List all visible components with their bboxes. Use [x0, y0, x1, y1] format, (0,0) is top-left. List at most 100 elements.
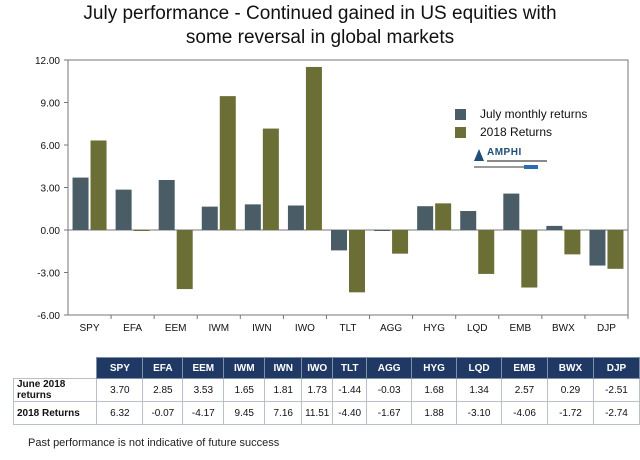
bar-july — [374, 230, 391, 231]
bar-july — [589, 230, 606, 266]
legend-swatch-ytd — [455, 126, 466, 138]
logo-subline — [474, 166, 524, 168]
x-tick-label: EMB — [509, 323, 531, 334]
table-cell: -2.51 — [592, 378, 640, 402]
bar-ytd — [392, 230, 409, 254]
bar-ytd — [435, 203, 452, 230]
legend-item-ytd: 2018 Returns — [455, 123, 587, 141]
table-cell: 2.85 — [142, 378, 184, 402]
table-cell: -2.74 — [592, 401, 640, 425]
row-label-line-1: 2018 Returns — [17, 407, 80, 419]
disclaimer-footnote: Past performance is not indicative of fu… — [28, 437, 280, 449]
table-header-cell: LQD — [456, 357, 503, 379]
chart-legend: July monthly returns 2018 Returns — [455, 105, 587, 141]
row-label-line-1: June 2018 — [17, 379, 66, 390]
title-line-1: July performance - Continued gained in U… — [83, 3, 557, 24]
table-cell: 1.88 — [411, 401, 458, 425]
bar-july — [503, 193, 520, 230]
bar-ytd — [219, 96, 236, 230]
x-tick-label: AGG — [380, 323, 402, 334]
table-header-cell: BWX — [547, 357, 594, 379]
table-cell: 1.34 — [456, 378, 503, 402]
bar-july — [331, 230, 347, 251]
bar-ytd — [564, 230, 581, 255]
bar-july — [417, 206, 434, 230]
table-header-cell: IWO — [301, 357, 334, 379]
table-header-cell: AGG — [366, 357, 413, 379]
bar-july — [244, 204, 261, 230]
y-tick-label: -3.00 — [37, 269, 60, 280]
x-tick-label: IWO — [295, 323, 315, 334]
row-label-line-2: returns — [17, 390, 52, 401]
x-tick-label: LQD — [467, 323, 488, 334]
table-cell: -1.67 — [366, 401, 413, 425]
table-header-cell: EEM — [182, 357, 225, 379]
table-cell: 11.51 — [301, 401, 334, 425]
table-cell: -3.10 — [456, 401, 503, 425]
table-cell: 1.81 — [264, 378, 303, 402]
table-header-cell: HYG — [411, 357, 458, 379]
table-cell: 1.65 — [223, 378, 266, 402]
table-cell: 2.57 — [501, 378, 548, 402]
legend-label-ytd: 2018 Returns — [480, 125, 553, 139]
logo-name: AMPHI — [487, 147, 522, 158]
bar-ytd — [133, 230, 150, 231]
table-cell: -4.17 — [182, 401, 225, 425]
table-header-cell: IWM — [223, 357, 266, 379]
table-header-row: SPY EFA EEM IWM IWN IWO TLT AGG HYG LQD … — [13, 357, 640, 379]
row-label: 2018 Returns — [12, 401, 98, 425]
bar-ytd — [176, 230, 193, 290]
y-tick-label: -6.00 — [37, 311, 60, 322]
table-cell: -1.44 — [332, 378, 368, 402]
table-cell: 7.16 — [264, 401, 303, 425]
x-tick-label: HYG — [423, 323, 445, 334]
row-label: June 2018 returns — [12, 378, 98, 402]
bar-chart: 12.00 9.00 6.00 3.00 0.00 -3.00 -6.00 SPY EFA EEM… — [35, 56, 629, 334]
logo-tagline — [487, 160, 547, 162]
bar-july — [201, 206, 218, 230]
table-cell: -0.03 — [366, 378, 413, 402]
y-tick-label: 6.00 — [41, 141, 61, 152]
y-tick-label: 9.00 — [41, 99, 61, 110]
bar-ytd — [90, 140, 107, 230]
y-tick-label: 3.00 — [41, 184, 61, 195]
table-cell: 9.45 — [223, 401, 266, 425]
x-tick-label: DJP — [597, 323, 616, 334]
table-row: 2018 Returns 6.32 -0.07 -4.17 9.45 7.16 … — [12, 401, 640, 425]
table-cell: -4.40 — [332, 401, 368, 425]
legend-item-july: July monthly returns — [455, 105, 587, 123]
table-cell: -0.07 — [142, 401, 184, 425]
bar-ytd — [521, 230, 538, 288]
bar-ytd — [262, 128, 279, 230]
table-header-cell: IWN — [264, 357, 303, 379]
amphi-logo: AMPHI — [474, 146, 594, 180]
x-tick-label: SPY — [80, 323, 100, 334]
table-header-cell: SPY — [96, 357, 144, 379]
table-header-cell: TLT — [332, 357, 368, 379]
chart-title: July performance - Continued gained in U… — [0, 2, 640, 50]
amphi-logo-icon — [474, 149, 484, 161]
title-line-2: some reversal in global markets — [185, 27, 455, 48]
bar-july — [115, 189, 132, 230]
bar-ytd — [478, 230, 495, 274]
y-tick-label: 12.00 — [35, 56, 60, 67]
x-tick-label: EFA — [123, 323, 142, 334]
bar-ytd — [349, 230, 365, 293]
x-tick-label: EEM — [165, 323, 187, 334]
bar-july — [287, 205, 304, 230]
table-cell: -4.06 — [501, 401, 548, 425]
table-cell: 3.70 — [96, 378, 144, 402]
table-cell: -1.72 — [547, 401, 594, 425]
table-cell: 0.29 — [547, 378, 594, 402]
x-tick-label: IWN — [252, 323, 271, 334]
table-cell: 1.68 — [411, 378, 458, 402]
table-cell: 6.32 — [96, 401, 144, 425]
table-cell: 3.53 — [182, 378, 225, 402]
table-corner — [13, 357, 97, 379]
bar-ytd — [305, 66, 322, 230]
legend-label-july: July monthly returns — [480, 107, 588, 121]
bar-july — [72, 177, 89, 230]
bar-july — [158, 179, 175, 230]
x-tick-label: IWM — [208, 323, 229, 334]
x-tick-label: BWX — [552, 323, 575, 334]
